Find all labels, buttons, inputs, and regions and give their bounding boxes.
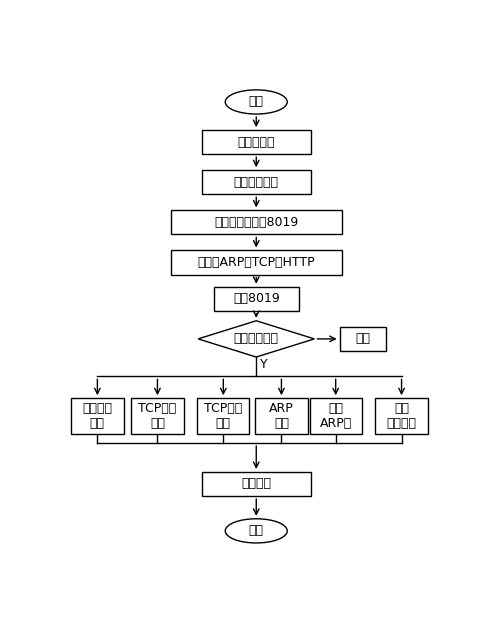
Bar xyxy=(202,170,310,194)
Text: 初始化定时器: 初始化定时器 xyxy=(234,176,279,189)
Polygon shape xyxy=(198,321,314,357)
Text: TCP连接
超时: TCP连接 超时 xyxy=(204,403,242,430)
Bar xyxy=(310,398,362,435)
Text: 有以太网
数据: 有以太网 数据 xyxy=(82,403,112,430)
Bar xyxy=(376,398,428,435)
Bar xyxy=(197,398,250,435)
Ellipse shape xyxy=(225,519,287,543)
Bar xyxy=(171,251,342,274)
Ellipse shape xyxy=(225,90,287,114)
Bar xyxy=(214,286,299,311)
Text: 丢弃: 丢弃 xyxy=(356,332,370,345)
Text: 相应处理: 相应处理 xyxy=(241,477,271,490)
Bar xyxy=(256,398,308,435)
Bar xyxy=(71,398,124,435)
Text: TCP超时
重传: TCP超时 重传 xyxy=(138,403,176,430)
Text: 初始化ARP、TCP、HTTP: 初始化ARP、TCP、HTTP xyxy=(198,256,315,269)
Bar xyxy=(340,327,386,350)
Text: 结束: 结束 xyxy=(249,524,264,538)
Bar xyxy=(202,472,310,496)
Bar xyxy=(171,210,342,234)
Text: 更新
ARP表: 更新 ARP表 xyxy=(320,403,352,430)
Text: Y: Y xyxy=(260,358,268,371)
Text: 查询8019: 查询8019 xyxy=(233,292,280,305)
Text: 判定系统事件: 判定系统事件 xyxy=(234,332,279,345)
Text: ARP
重传: ARP 重传 xyxy=(269,403,294,430)
Text: 初始化网络芯片8019: 初始化网络芯片8019 xyxy=(214,216,298,229)
Text: 开始: 开始 xyxy=(249,95,264,109)
Bar xyxy=(132,398,184,435)
Text: 读取
电机参数: 读取 电机参数 xyxy=(386,403,416,430)
Bar xyxy=(202,130,310,154)
Text: 初始化时钟: 初始化时钟 xyxy=(238,136,275,149)
